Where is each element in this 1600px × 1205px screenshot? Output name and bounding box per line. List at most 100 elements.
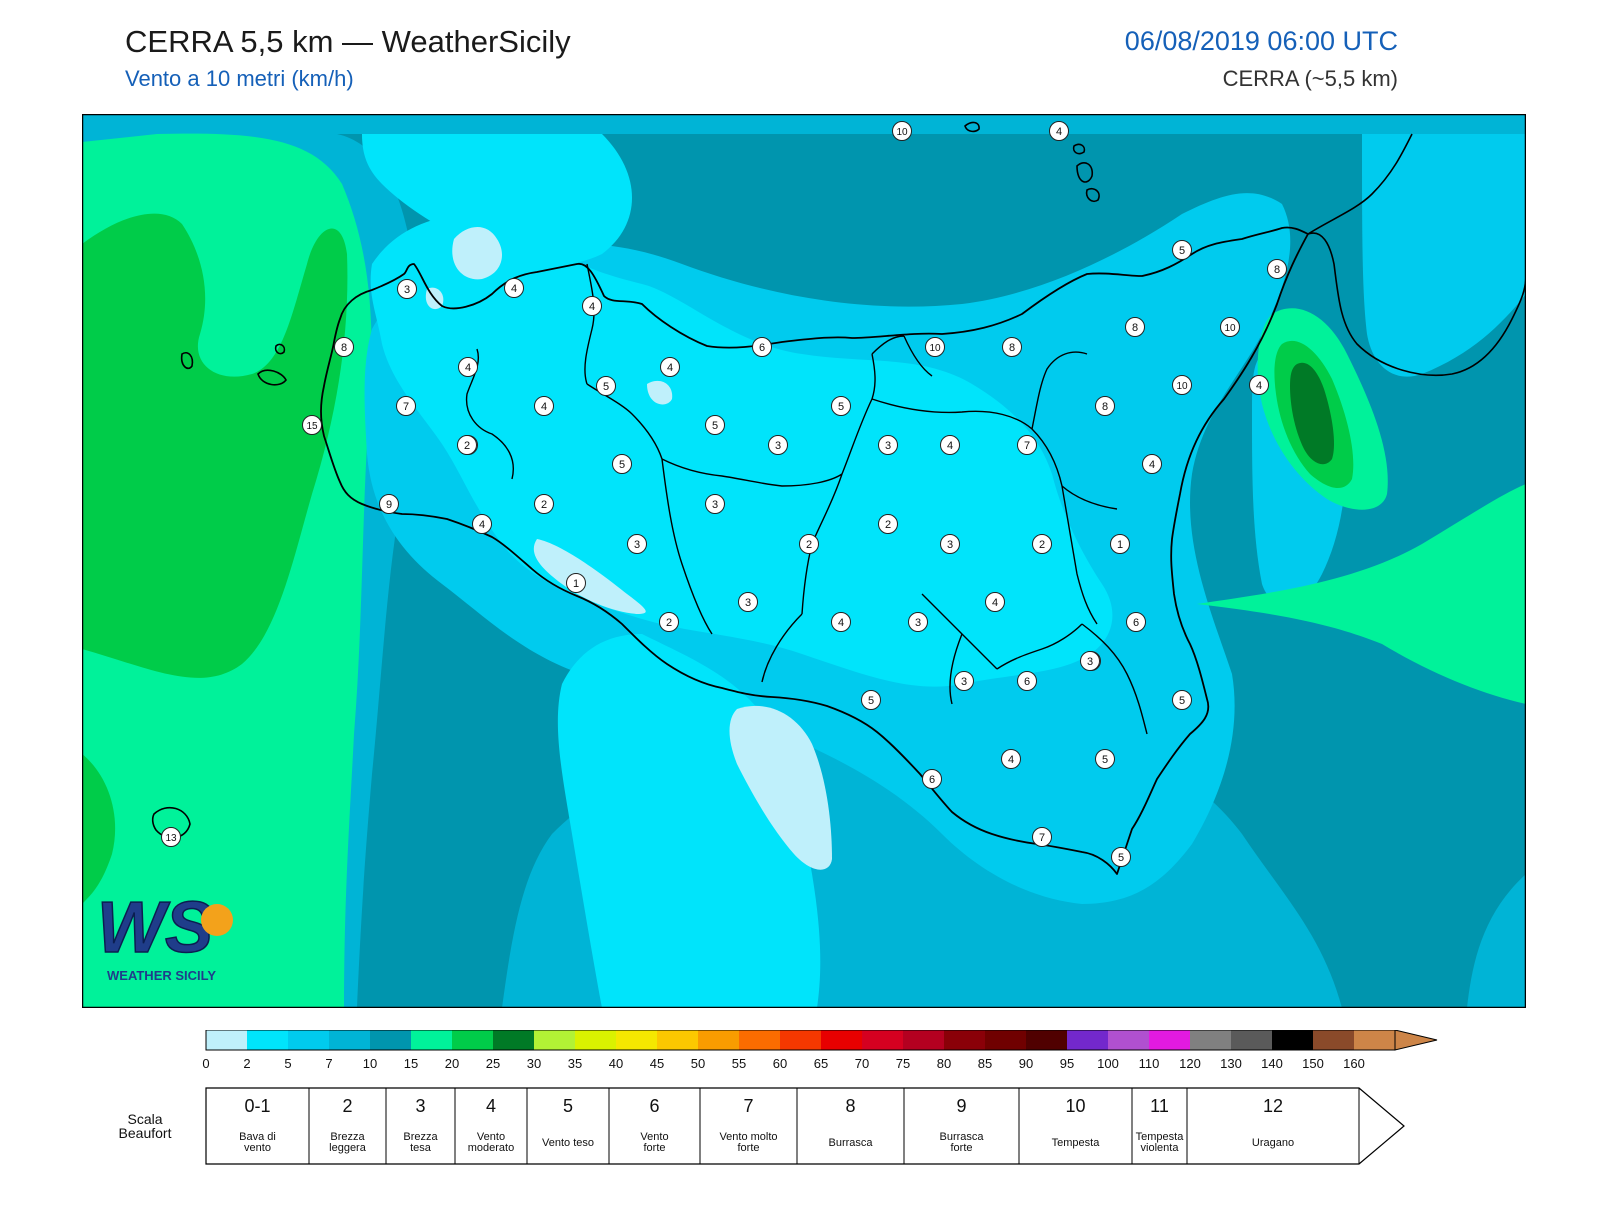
station-marker xyxy=(940,435,960,455)
station-marker xyxy=(1080,651,1100,671)
station-marker xyxy=(612,454,632,474)
station-marker xyxy=(908,612,928,632)
station-marker xyxy=(1110,534,1130,554)
beaufort-description: Vento moderato xyxy=(468,1131,514,1154)
station-marker xyxy=(922,769,942,789)
map-title: CERRA 5,5 km — WeatherSicily xyxy=(125,24,571,59)
station-wind-value: 4 xyxy=(947,440,953,452)
colorbar-segment xyxy=(985,1030,1027,1050)
colorbar-tick-label: 160 xyxy=(1343,1056,1365,1071)
station-marker xyxy=(752,337,772,357)
beaufort-description: Vento molto forte xyxy=(719,1131,777,1154)
forecast-datetime: 06/08/2019 06:00 UTC xyxy=(1124,26,1398,56)
station-marker xyxy=(397,279,417,299)
station-wind-value: 4 xyxy=(1008,754,1014,766)
weathersicily-logo: WS WEATHER SICILY xyxy=(96,887,233,983)
colorbar-tick-label: 70 xyxy=(855,1056,869,1071)
wind-field-southeast-strong xyxy=(1197,484,1526,704)
colorbar-tick-label: 85 xyxy=(978,1056,992,1071)
colorbar-segment xyxy=(493,1030,535,1050)
colorbar-segment xyxy=(534,1030,576,1050)
colorbar-tick-label: 140 xyxy=(1261,1056,1283,1071)
station-marker xyxy=(1032,534,1052,554)
colorbar-tick-label: 35 xyxy=(568,1056,582,1071)
station-wind-value: 5 xyxy=(838,401,844,413)
beaufort-number: 10 xyxy=(1065,1096,1085,1116)
station-wind-value: 4 xyxy=(465,362,471,374)
colorbar-tick-label: 65 xyxy=(814,1056,828,1071)
colorbar-tick-label: 2 xyxy=(243,1056,250,1071)
colorbar-tick-label: 5 xyxy=(284,1056,291,1071)
colorbar-segment xyxy=(739,1030,781,1050)
station-wind-value: 8 xyxy=(1132,322,1138,334)
colorbar-segment xyxy=(944,1030,986,1050)
station-wind-value: 5 xyxy=(1179,695,1185,707)
station-labels: 1045834486108810445471015542853347543294… xyxy=(161,121,1287,867)
station-marker xyxy=(1001,749,1021,769)
colorbar-extend-arrow xyxy=(1394,1029,1438,1051)
station-wind-value: 8 xyxy=(341,342,347,354)
logo-text: WEATHER SICILY xyxy=(107,968,216,983)
colorbar-segment xyxy=(247,1030,289,1050)
colorbar-tick-label: 60 xyxy=(773,1056,787,1071)
station-marker xyxy=(1095,396,1115,416)
station-marker xyxy=(738,592,758,612)
station-wind-value: 3 xyxy=(745,597,751,609)
beaufort-description: Vento teso xyxy=(542,1137,594,1149)
station-wind-value: 7 xyxy=(403,401,409,413)
station-marker xyxy=(457,435,477,455)
station-marker xyxy=(504,278,524,298)
colorbar-tick-label: 40 xyxy=(609,1056,623,1071)
colorbar-segment xyxy=(288,1030,330,1050)
wind-field-ionian-core xyxy=(1290,362,1335,465)
beaufort-number: 9 xyxy=(956,1096,966,1116)
station-wind-value: 4 xyxy=(1256,380,1262,392)
colorbar-ticks: 0 2 5 7 10 15 20 25 30 35 40 45 50 55 60 65 70 75 80 85 90 95… xyxy=(202,1056,1364,1071)
station-wind-value: 6 xyxy=(759,342,765,354)
station-marker xyxy=(799,534,819,554)
station-wind-value: 1 xyxy=(1117,539,1123,551)
station-wind-value: 3 xyxy=(634,539,640,551)
wind-field-west-darkgreen-small xyxy=(82,754,116,904)
colorbar-segment xyxy=(1190,1030,1232,1050)
station-marker xyxy=(892,121,912,141)
island-marettimo xyxy=(180,351,194,370)
beaufort-description: Tempesta violenta xyxy=(1136,1131,1185,1154)
station-wind-value: 10 xyxy=(1224,323,1236,334)
station-marker xyxy=(1220,317,1240,337)
station-marker xyxy=(768,435,788,455)
colorbar-segment xyxy=(1354,1030,1395,1050)
beaufort-description: Uragano xyxy=(1252,1137,1294,1149)
station-marker xyxy=(831,612,851,632)
legend: 0 2 5 7 10 15 20 25 30 35 40 45 50 55 60 65 70 75 80 85 90 95… xyxy=(0,1029,1600,1200)
colorbar-segment xyxy=(1149,1030,1191,1050)
map-subtitle: Vento a 10 metri (km/h) xyxy=(125,66,354,91)
station-wind-value: 5 xyxy=(1102,754,1108,766)
beaufort-number: 3 xyxy=(415,1096,425,1116)
colorbar-tick-label: 10 xyxy=(363,1056,377,1071)
station-wind-value: 2 xyxy=(806,539,812,551)
station-marker xyxy=(566,573,586,593)
beaufort-description: Burrasca xyxy=(828,1137,873,1149)
colorbar-tick-label: 50 xyxy=(691,1056,705,1071)
station-wind-value: 5 xyxy=(619,459,625,471)
colorbar-tick-label: 7 xyxy=(325,1056,332,1071)
station-wind-value: 4 xyxy=(1149,459,1155,471)
station-wind-value: 3 xyxy=(1087,656,1093,668)
beaufort-number: 0-1 xyxy=(244,1096,270,1116)
station-marker xyxy=(1125,317,1145,337)
colorbar-tick-label: 90 xyxy=(1019,1056,1033,1071)
colorbar-segment xyxy=(206,1030,248,1050)
station-marker xyxy=(1017,435,1037,455)
station-marker xyxy=(596,376,616,396)
island-ustica xyxy=(964,121,980,133)
colorbar-segment xyxy=(370,1030,412,1050)
colorbar-tick-label: 150 xyxy=(1302,1056,1324,1071)
wind-field-north-sea-bright xyxy=(362,134,632,265)
station-wind-value: 4 xyxy=(589,301,595,313)
beaufort-number: 8 xyxy=(845,1096,855,1116)
colorbar-tick-label: 20 xyxy=(445,1056,459,1071)
station-wind-value: 3 xyxy=(885,440,891,452)
beaufort-scale: Scala Beaufort 0-1 Bava di vento 2 Brezza legge… xyxy=(119,1087,1405,1165)
station-wind-value: 13 xyxy=(165,833,177,844)
